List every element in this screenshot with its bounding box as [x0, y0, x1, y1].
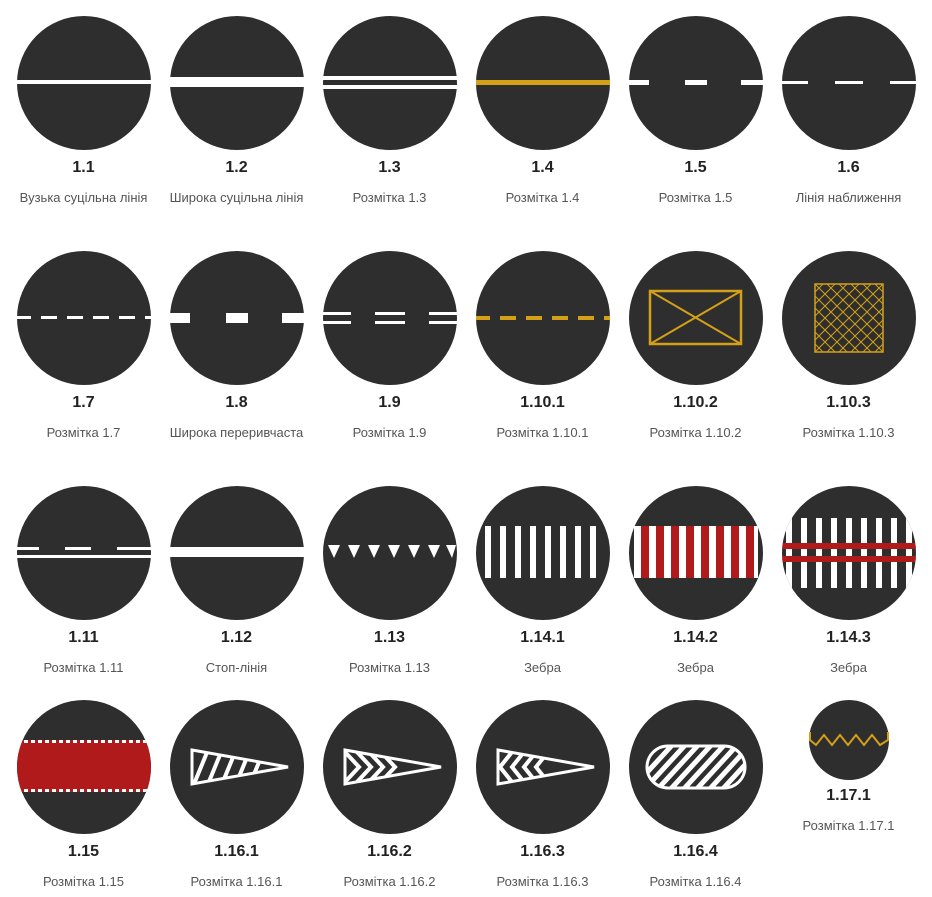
marking-code: 1.16.1 [214, 843, 259, 860]
marking-code: 1.10.1 [520, 394, 565, 411]
zebra-red-white-icon [628, 486, 763, 620]
short-dash-line-icon [16, 251, 151, 385]
yellow-box-cross-icon [628, 251, 763, 385]
marking-name: Стоп-лінія [205, 660, 268, 675]
marking-name: Розмітка 1.10.2 [649, 425, 742, 440]
marking-code: 1.15 [67, 843, 100, 860]
marking-item[interactable]: 1.12 Стоп-лінія [160, 486, 313, 678]
marking-item[interactable]: 1.8 Широка переривчаста [160, 251, 313, 443]
marking-code: 1.1 [72, 159, 95, 176]
marking-name: Лінія наближення [795, 190, 902, 205]
marking-name: Зебра [677, 660, 714, 675]
marking-code: 1.2 [225, 159, 248, 176]
marking-item[interactable]: 1.16.3 Розмітка 1.16.3 [466, 700, 619, 892]
red-bike-lane-icon [16, 700, 151, 834]
yellow-solid-line-icon [475, 16, 610, 150]
marking-name: Розмітка 1.10.3 [802, 425, 895, 440]
marking-code: 1.7 [72, 394, 95, 411]
marking-item[interactable]: 1.10.3 Розмітка 1.10.3 [772, 251, 925, 443]
yellow-grid-box-icon [781, 251, 916, 385]
marking-code: 1.11 [68, 629, 99, 646]
marking-code: 1.16.3 [520, 843, 565, 860]
wide-broken-line-icon [169, 251, 304, 385]
marking-name: Розмітка 1.16.4 [649, 874, 742, 889]
marking-item[interactable]: 1.7 Розмітка 1.7 [7, 251, 160, 443]
narrow-solid-line-icon [16, 16, 151, 150]
marking-name: Розмітка 1.17.1 [802, 818, 895, 833]
approach-line-icon [781, 16, 916, 150]
marking-code: 1.14.3 [826, 629, 871, 646]
zigzag-line-icon [808, 700, 889, 780]
marking-name: Розмітка 1.5 [658, 190, 733, 205]
marking-code: 1.8 [225, 394, 248, 411]
marking-code: 1.14.2 [673, 629, 718, 646]
island-chevron-icon [322, 700, 457, 834]
marking-item[interactable]: 1.3 Розмітка 1.3 [313, 16, 466, 208]
broken-line-icon [628, 16, 763, 150]
marking-item[interactable]: 1.11 Розмітка 1.11 [7, 486, 160, 678]
island-chevron-left-icon [475, 700, 610, 834]
marking-item[interactable]: 1.4 Розмітка 1.4 [466, 16, 619, 208]
marking-item[interactable]: 1.10.1 Розмітка 1.10.1 [466, 251, 619, 443]
yellow-broken-line-icon [475, 251, 610, 385]
marking-item[interactable]: 1.1 Вузька суцільна лінія [7, 16, 160, 208]
marking-item[interactable]: 1.15 Розмітка 1.15 [7, 700, 160, 892]
marking-code: 1.5 [684, 159, 707, 176]
marking-name: Розмітка 1.3 [352, 190, 427, 205]
marking-code: 1.16.2 [367, 843, 412, 860]
marking-code: 1.14.1 [520, 629, 565, 646]
marking-name: Розмітка 1.13 [348, 660, 431, 675]
marking-item[interactable]: 1.9 Розмітка 1.9 [313, 251, 466, 443]
zebra-red-stripes-icon [781, 486, 916, 620]
marking-code: 1.12 [220, 629, 253, 646]
stop-line-icon [169, 486, 304, 620]
marking-item[interactable]: 1.5 Розмітка 1.5 [619, 16, 772, 208]
marking-name: Зебра [830, 660, 867, 675]
marking-name: Розмітка 1.16.2 [343, 874, 436, 889]
marking-code: 1.17.1 [826, 787, 871, 804]
marking-code: 1.4 [531, 159, 554, 176]
marking-item[interactable]: 1.17.1 Розмітка 1.17.1 [772, 700, 925, 836]
marking-name: Розмітка 1.11 [43, 660, 124, 675]
zebra-crossing-icon [475, 486, 610, 620]
marking-code: 1.10.2 [673, 394, 718, 411]
marking-item[interactable]: 1.2 Широка суцільна лінія [160, 16, 313, 208]
combined-line-icon [16, 486, 151, 620]
marking-name: Широка суцільна лінія [169, 190, 304, 205]
triangles-line-icon [322, 486, 457, 620]
marking-item[interactable]: 1.14.2 Зебра [619, 486, 772, 678]
wide-solid-line-icon [169, 16, 304, 150]
marking-name: Розмітка 1.4 [505, 190, 580, 205]
marking-item[interactable]: 1.14.1 Зебра [466, 486, 619, 678]
marking-item[interactable]: 1.16.4 Розмітка 1.16.4 [619, 700, 772, 892]
marking-item[interactable]: 1.16.1 Розмітка 1.16.1 [160, 700, 313, 892]
marking-item[interactable]: 1.16.2 Розмітка 1.16.2 [313, 700, 466, 892]
marking-name: Розмітка 1.7 [46, 425, 121, 440]
island-rounded-stripes-icon [628, 700, 763, 834]
marking-item[interactable]: 1.14.3 Зебра [772, 486, 925, 678]
marking-name: Вузька суцільна лінія [19, 190, 148, 205]
marking-name: Розмітка 1.9 [352, 425, 427, 440]
marking-code: 1.3 [378, 159, 401, 176]
marking-name: Розмітка 1.10.1 [496, 425, 589, 440]
double-broken-line-icon [322, 251, 457, 385]
marking-name: Широка переривчаста [169, 425, 304, 440]
double-solid-line-icon [322, 16, 457, 150]
marking-code: 1.16.4 [673, 843, 718, 860]
marking-name: Розмітка 1.16.1 [190, 874, 283, 889]
marking-item[interactable]: 1.13 Розмітка 1.13 [313, 486, 466, 678]
marking-code: 1.9 [378, 394, 401, 411]
marking-name: Розмітка 1.16.3 [496, 874, 589, 889]
marking-name: Розмітка 1.15 [42, 874, 125, 889]
marking-item[interactable]: 1.10.2 Розмітка 1.10.2 [619, 251, 772, 443]
island-diagonal-icon [169, 700, 304, 834]
marking-code: 1.10.3 [826, 394, 871, 411]
marking-code: 1.13 [373, 629, 406, 646]
marking-name: Зебра [524, 660, 561, 675]
marking-code: 1.6 [837, 159, 860, 176]
marking-item[interactable]: 1.6 Лінія наближення [772, 16, 925, 208]
